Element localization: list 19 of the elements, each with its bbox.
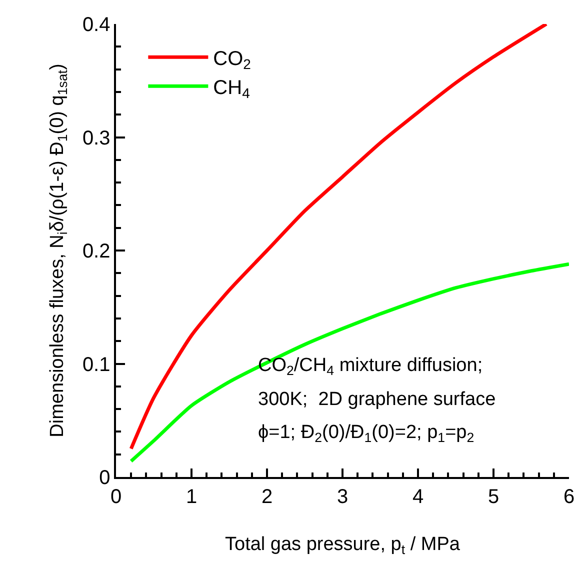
- y-tick-label: 0.4: [82, 14, 110, 36]
- x-tick-label: 6: [563, 486, 575, 508]
- x-tick-label: 2: [261, 486, 273, 508]
- y-tick-label: 0.3: [82, 127, 110, 150]
- x-tick-label: 3: [336, 486, 348, 508]
- y-tick-label: 0.2: [82, 240, 110, 262]
- legend-label: CO$_{2}$: [213, 48, 252, 72]
- line-series: [129, 262, 569, 463]
- x-tick-label: 5: [488, 486, 500, 508]
- x-tick-label: 4: [412, 486, 424, 508]
- annotation: 300K; 2D graphene surface: [258, 389, 496, 410]
- x-tick-label: 1: [186, 486, 198, 508]
- line-series: [129, 24, 548, 450]
- x-axis-title: Total gas pressure, p$_{t}$ / MPa: [225, 534, 460, 558]
- legend-label: CH$_{4}$: [213, 76, 250, 102]
- y-tick-label: 0.1: [82, 354, 110, 376]
- annotation: CO$_{2}$/CH$_{4}$ mixture diffusion;: [258, 355, 483, 378]
- annotation: ϕ=1; Đ$_{2}$(0)/Đ$_{1}$(0)=2; p$_{1}$=p$_{2}$: [258, 422, 474, 445]
- y-tick-label: 0: [99, 467, 110, 489]
